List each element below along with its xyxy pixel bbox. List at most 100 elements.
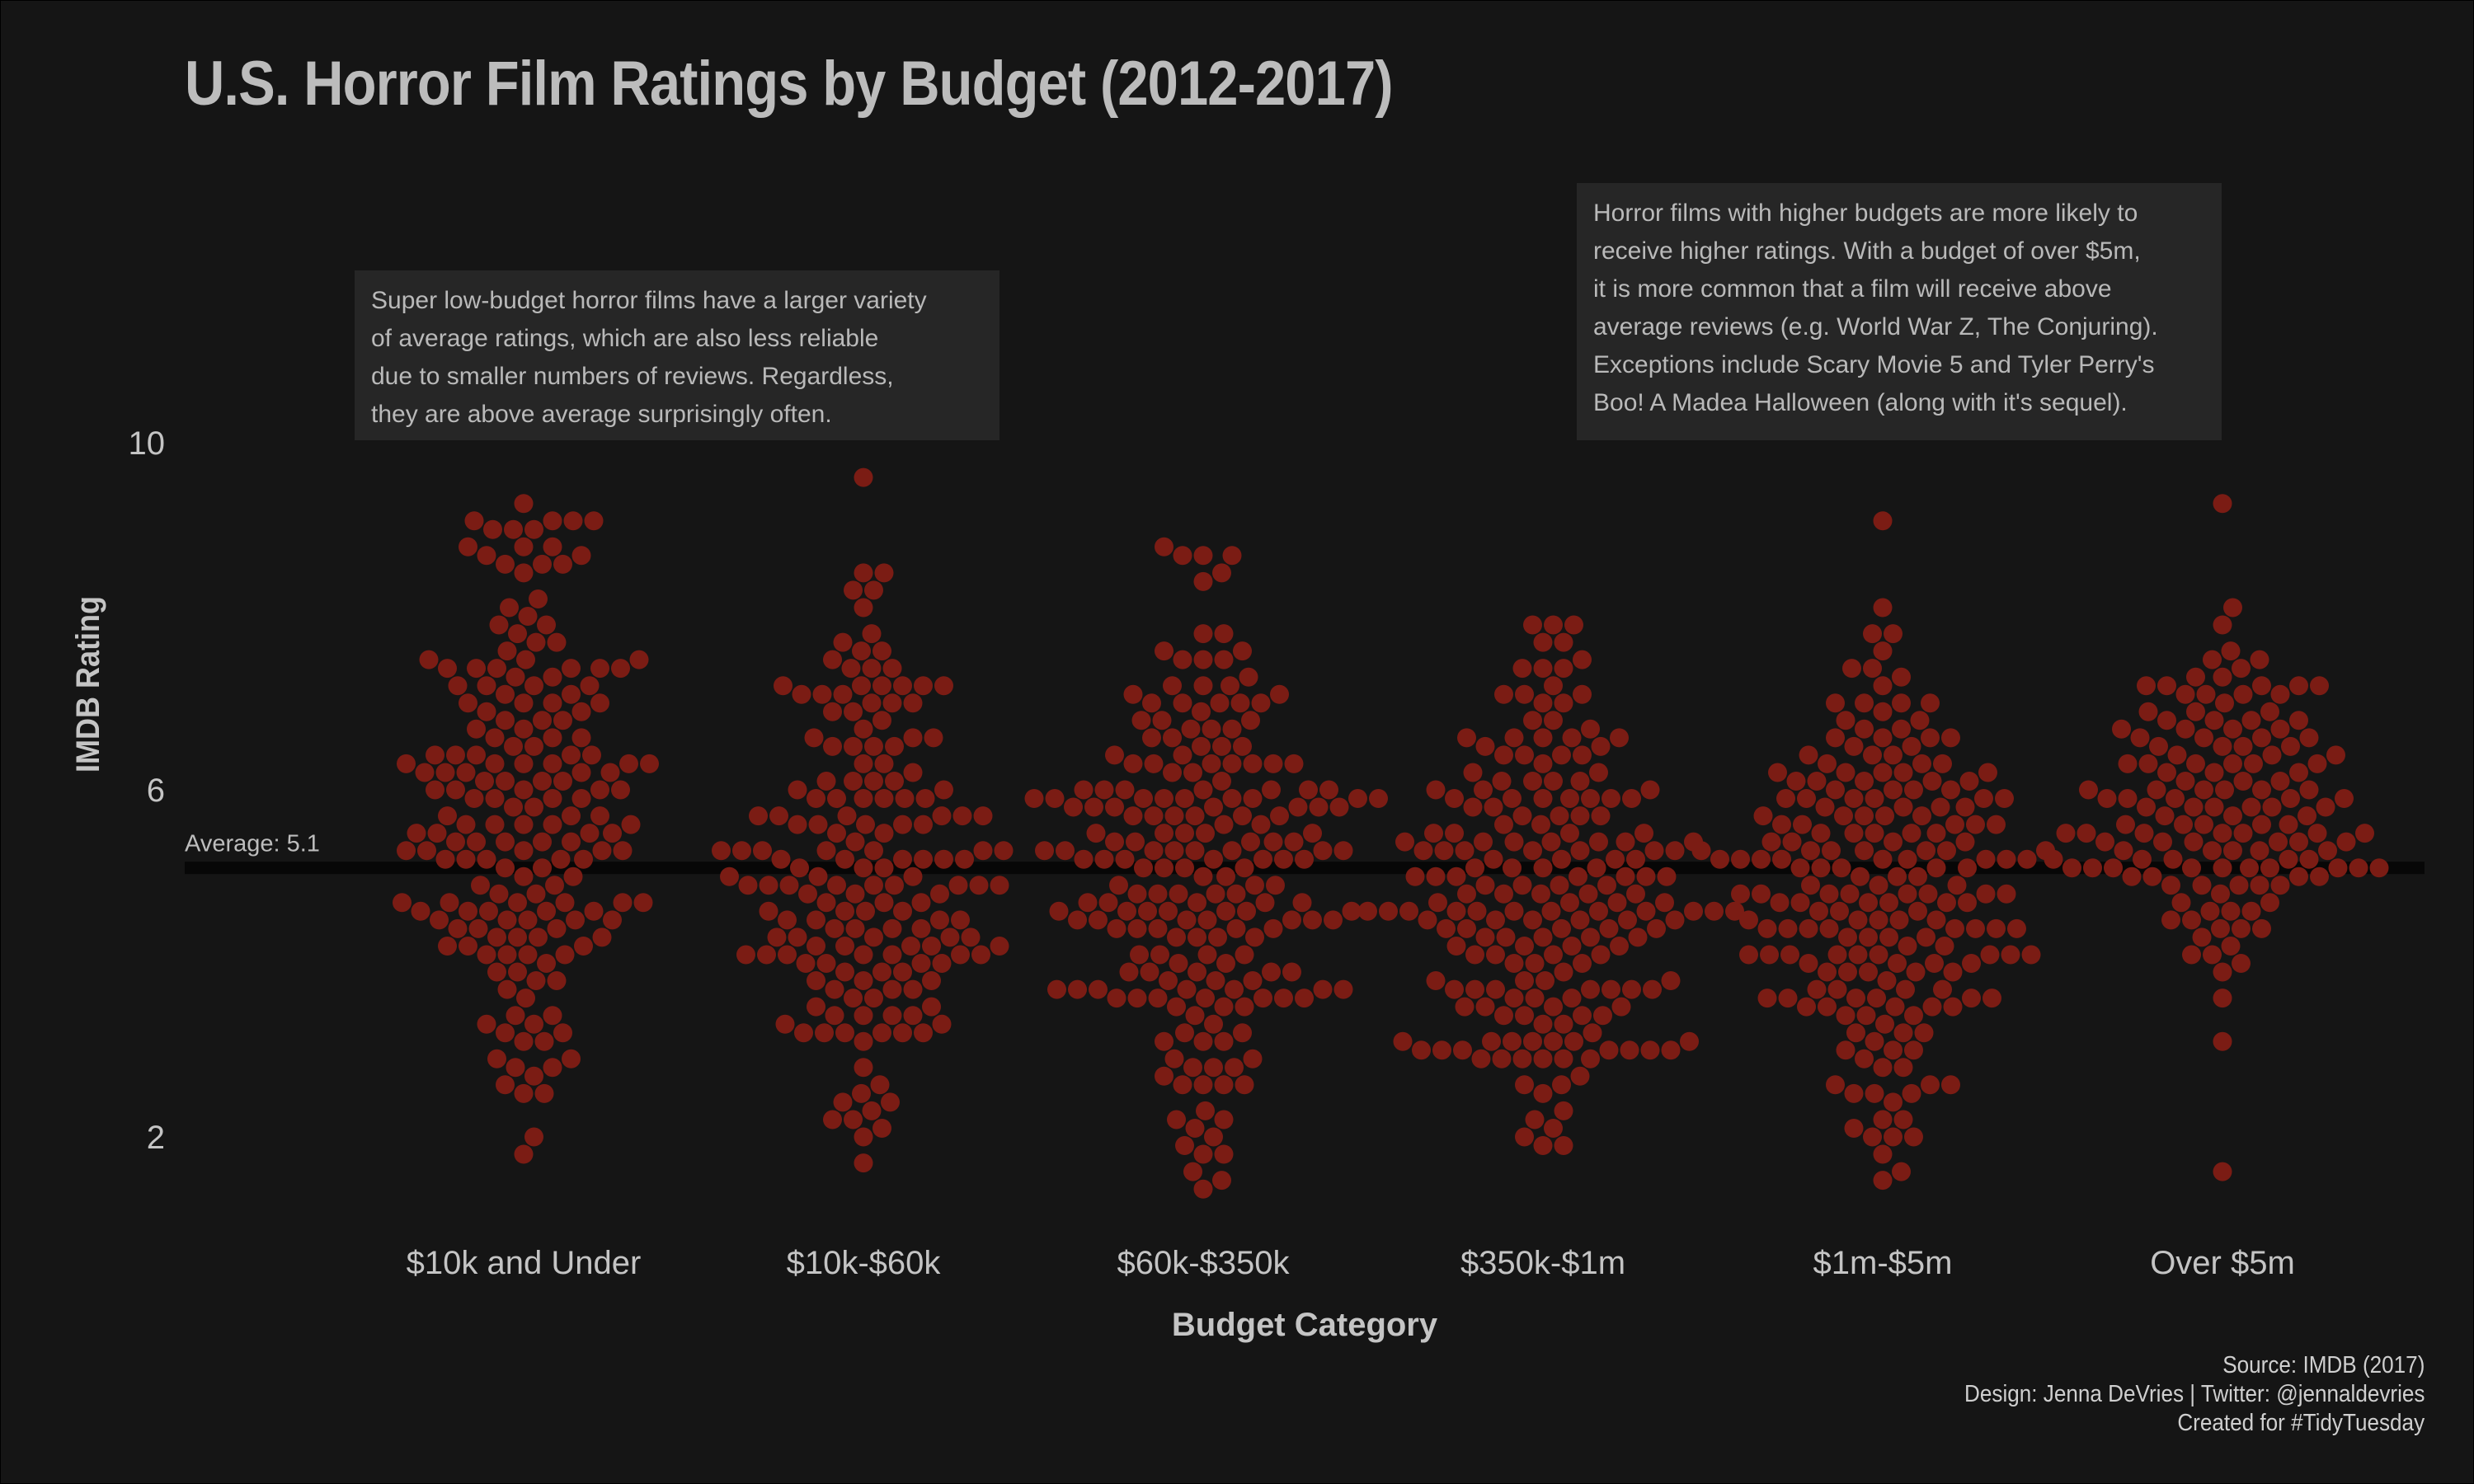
data-point <box>2223 598 2242 618</box>
data-point <box>738 876 758 895</box>
data-point <box>1222 789 1242 808</box>
data-point <box>812 684 832 704</box>
data-point <box>514 841 534 861</box>
data-point <box>1892 693 1911 713</box>
data-point <box>1169 884 1188 904</box>
data-point <box>1933 979 1952 999</box>
data-point <box>2182 858 2201 878</box>
data-point <box>885 736 904 756</box>
data-point <box>1255 893 1275 913</box>
data-point <box>1840 884 1860 904</box>
data-point <box>2213 824 2232 843</box>
data-point <box>1243 1049 1263 1068</box>
data-point <box>872 676 891 696</box>
data-point <box>1879 928 1898 947</box>
data-point <box>940 928 960 947</box>
data-point <box>1235 945 1254 965</box>
data-point <box>845 918 865 938</box>
data-point <box>893 849 912 869</box>
data-point <box>1786 772 1806 791</box>
data-point <box>827 789 846 808</box>
data-point <box>1504 989 1524 1008</box>
data-point <box>1867 989 1886 1008</box>
data-point <box>485 728 505 748</box>
data-point <box>2213 667 2232 687</box>
data-point <box>2213 1031 2232 1051</box>
data-point <box>1175 1023 1194 1043</box>
data-point <box>2289 676 2308 696</box>
data-point <box>477 546 496 566</box>
data-point <box>2149 736 2168 756</box>
data-point <box>882 659 902 679</box>
data-point <box>1884 1092 1903 1112</box>
data-point <box>1782 832 1802 852</box>
data-point <box>1309 797 1329 817</box>
data-point <box>2223 719 2242 739</box>
data-point <box>1898 937 1917 956</box>
data-point <box>862 659 882 679</box>
data-point <box>1084 797 1103 817</box>
data-point <box>973 806 993 826</box>
data-point <box>833 1092 853 1112</box>
data-point <box>1515 937 1534 956</box>
data-point <box>1274 989 1293 1008</box>
data-point <box>1780 945 1799 965</box>
x-tick-label: $10k-$60k <box>787 1245 942 1281</box>
data-point <box>1299 780 1318 800</box>
data-point <box>397 841 416 861</box>
data-point <box>2118 754 2138 773</box>
data-point <box>1644 841 1664 861</box>
data-point <box>2252 728 2271 748</box>
credit-created: Created for #TidyTuesday <box>2177 1410 2425 1436</box>
data-point <box>816 893 836 913</box>
data-point <box>1896 979 1915 999</box>
data-point <box>870 1075 890 1095</box>
data-point <box>1515 1127 1534 1147</box>
data-point <box>2204 797 2224 817</box>
data-point <box>1691 841 1711 861</box>
data-point <box>2196 684 2216 704</box>
data-point <box>1533 928 1553 947</box>
data-point <box>1475 736 1495 756</box>
data-point <box>477 849 496 869</box>
data-point <box>844 736 863 756</box>
data-point <box>1573 954 1592 973</box>
data-point <box>1142 728 1161 748</box>
data-point <box>2056 824 2076 843</box>
data-point <box>1173 745 1192 765</box>
data-point <box>1544 615 1563 635</box>
data-point <box>1188 893 1206 913</box>
data-point <box>1937 841 1956 861</box>
data-point <box>854 971 873 990</box>
data-point <box>1163 728 1182 748</box>
data-point <box>543 728 562 748</box>
data-point <box>516 650 535 669</box>
credit-design: Design: Jenna DeVries | Twitter: @jennal… <box>1964 1381 2425 1407</box>
data-point <box>1943 997 1963 1017</box>
data-point <box>1636 866 1656 886</box>
data-point <box>2175 684 2195 704</box>
x-axis-title: Budget Category <box>1172 1307 1438 1343</box>
y-tick-label: 10 <box>129 425 166 462</box>
data-point <box>2241 797 2261 817</box>
data-point <box>1873 849 1893 869</box>
data-point <box>827 876 846 895</box>
data-point <box>1467 901 1487 921</box>
data-point <box>2097 789 2117 808</box>
data-point <box>807 997 825 1017</box>
data-point <box>1888 954 1907 973</box>
data-point <box>1892 719 1911 739</box>
data-point <box>619 754 638 773</box>
data-point <box>1830 901 1849 921</box>
data-point <box>1898 849 1917 869</box>
data-point <box>911 954 931 973</box>
data-point <box>1193 1075 1213 1095</box>
data-point <box>759 901 778 921</box>
data-point <box>477 702 496 721</box>
data-point <box>788 928 807 947</box>
data-point <box>1484 797 1503 817</box>
data-point <box>1214 1110 1234 1129</box>
data-point <box>1492 772 1512 791</box>
data-point <box>533 772 552 791</box>
data-point <box>1836 1040 1856 1060</box>
